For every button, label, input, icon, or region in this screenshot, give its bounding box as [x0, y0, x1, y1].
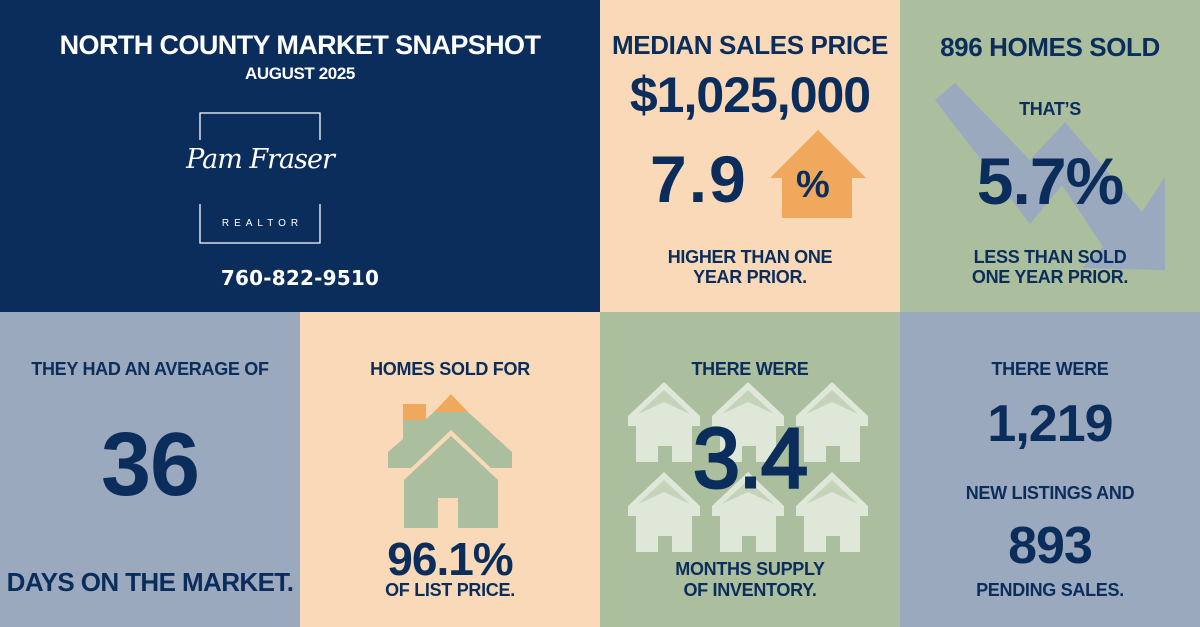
homes-sold-label: 896 HOMES SOLD — [940, 32, 1160, 62]
days-on-market-panel: THEY HAD AN AVERAGE OF 36 DAYS ON THE MA… — [0, 312, 300, 627]
price-change-unit: % — [796, 164, 830, 206]
homes-sold-change: 5.7% — [976, 144, 1124, 218]
price-caption-2: YEAR PRIOR. — [693, 267, 807, 287]
inventory-panel: THERE WERE 3.4 MONTHS SUPPLY OF INVENTOR… — [600, 312, 900, 627]
listings-caption: PENDING SALES. — [976, 580, 1124, 600]
price-change-value: 7.9 — [650, 142, 748, 216]
report-title: NORTH COUNTY MARKET SNAPSHOT — [59, 30, 541, 60]
inventory-lead: THERE WERE — [691, 359, 809, 379]
homes-sold-panel: 896 HOMES SOLD THAT’S 5.7% LESS THAN SOL… — [900, 0, 1200, 312]
list-price-value: 96.1% — [387, 533, 513, 585]
inventory-caption-1: MONTHS SUPPLY — [675, 559, 825, 579]
listings-lead: THERE WERE — [991, 359, 1109, 379]
list-price-lead: HOMES SOLD FOR — [370, 359, 530, 379]
house-icon — [388, 394, 512, 528]
down-trend-arrow-icon — [935, 83, 1165, 270]
house-up-arrow-icon — [770, 130, 866, 218]
inventory-value: 3.4 — [692, 411, 810, 505]
median-price-panel: MEDIAN SALES PRICE $1,025,000 7.9 % HIGH… — [600, 0, 900, 312]
dom-value: 36 — [100, 415, 200, 515]
header-panel: NORTH COUNTY MARKET SNAPSHOT AUGUST 2025… — [0, 0, 600, 312]
homes-sold-lead: THAT’S — [1019, 99, 1081, 119]
listings-middle: NEW LISTINGS AND — [965, 483, 1135, 503]
list-price-caption: OF LIST PRICE. — [385, 580, 515, 600]
median-price-label: MEDIAN SALES PRICE — [612, 30, 888, 60]
inventory-caption-2: OF INVENTORY. — [683, 580, 817, 600]
logo-frame-icon — [199, 112, 321, 244]
dom-caption: DAYS ON THE MARKET. — [6, 567, 294, 597]
list-price-panel: HOMES SOLD FOR 96.1% OF LIST PRICE. — [300, 312, 600, 627]
median-price-value: $1,025,000 — [629, 67, 871, 123]
homes-sold-caption-1: LESS THAN SOLD — [973, 247, 1127, 267]
report-date: AUGUST 2025 — [245, 64, 355, 83]
listings-panel: THERE WERE 1,219 NEW LISTINGS AND 893 PE… — [900, 312, 1200, 627]
logo-script: Pam Fraser — [186, 144, 335, 175]
price-caption-1: HIGHER THAN ONE — [667, 247, 833, 267]
new-listings-value: 1,219 — [987, 395, 1113, 453]
realtor-logo: Pam Fraser REALTOR — [186, 112, 335, 244]
homes-sold-caption-2: ONE YEAR PRIOR. — [971, 267, 1129, 287]
pending-sales-value: 893 — [1008, 517, 1093, 575]
logo-tagline: REALTOR — [221, 218, 304, 229]
phone-number: 760-822-9510 — [220, 266, 380, 290]
dom-lead: THEY HAD AN AVERAGE OF — [31, 359, 269, 379]
